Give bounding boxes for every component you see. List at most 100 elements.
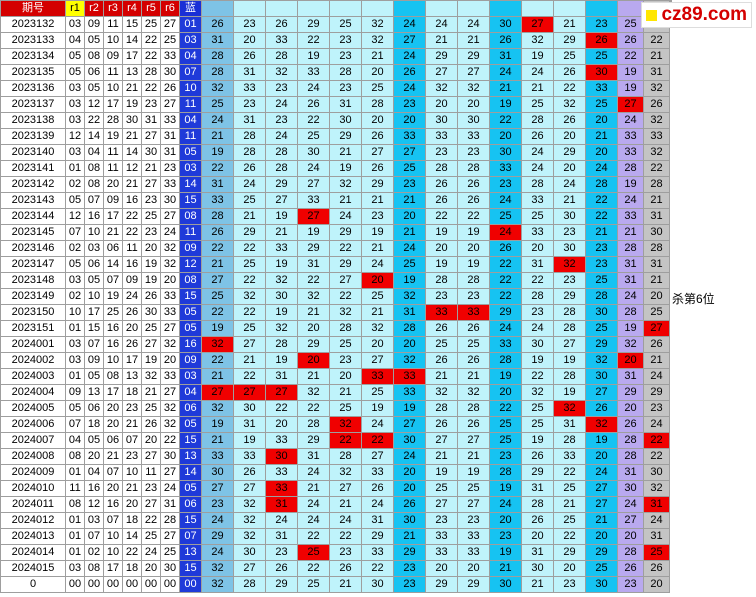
- red-ball-cell: 20: [160, 352, 180, 369]
- value-cell: 21: [393, 192, 426, 209]
- red-ball-cell: 20: [122, 496, 142, 513]
- value-cell: 19: [617, 80, 644, 97]
- value-cell: 19: [585, 432, 618, 449]
- value-cell: 33: [265, 32, 298, 49]
- red-ball-cell: 03: [65, 560, 85, 577]
- value-cell: 31: [617, 272, 644, 289]
- red-ball-cell: 00: [103, 576, 123, 593]
- red-ball-cell: 07: [84, 528, 104, 545]
- value-cell: 31: [521, 256, 554, 273]
- highlighted-value-cell: 33: [457, 304, 490, 321]
- red-ball-cell: 08: [103, 368, 123, 385]
- value-cell: 29: [297, 240, 330, 257]
- value-cell: 32: [393, 352, 426, 369]
- value-cell: 33: [617, 128, 644, 145]
- period-cell: 2023138: [0, 112, 66, 129]
- value-cell: 20: [521, 528, 554, 545]
- table-row: 2023134 05 08 09 17 22 33 04 28 26 28 19 23 21 24 29 29 3…: [0, 48, 672, 65]
- value-cell: 33: [425, 528, 458, 545]
- value-cell: 27: [585, 384, 618, 401]
- value-cell: 21: [457, 368, 490, 385]
- highlighted-value-cell: 27: [521, 16, 554, 33]
- value-cell: 24: [617, 192, 644, 209]
- red-ball-cell: 24: [160, 480, 180, 497]
- value-cell: 31: [201, 32, 234, 49]
- red-ball-cell: 25: [160, 32, 180, 49]
- value-cell: 29: [425, 48, 458, 65]
- value-cell: 30: [329, 112, 362, 129]
- value-cell: 28: [233, 128, 266, 145]
- blue-ball-cell: 04: [179, 48, 202, 65]
- value-cell: 29: [553, 288, 586, 305]
- value-cell: 20: [585, 528, 618, 545]
- table-row: 2023141 01 08 11 12 21 23 03 22 26 28 24 19 26 25 28 28 3…: [0, 160, 672, 177]
- highlighted-value-cell: 32: [553, 256, 586, 273]
- period-cell: 2024007: [0, 432, 66, 449]
- red-ball-cell: 27: [160, 96, 180, 113]
- red-ball-cell: 06: [103, 240, 123, 257]
- value-cell: 30: [489, 576, 522, 593]
- table-row: 2024006 07 18 20 21 26 32 05 19 31 20 28 32 24 27 26 26 2…: [0, 416, 672, 433]
- value-cell: 32: [361, 320, 394, 337]
- value-cell: 28: [233, 576, 266, 593]
- value-cell: 19: [265, 208, 298, 225]
- value-cell: 28: [617, 432, 644, 449]
- value-cell: 29: [297, 336, 330, 353]
- value-cell: 20: [585, 144, 618, 161]
- red-ball-cell: 24: [160, 224, 180, 241]
- red-ball-cell: 26: [160, 80, 180, 97]
- value-cell: 21: [521, 80, 554, 97]
- red-ball-cell: 05: [65, 400, 85, 417]
- value-cell: 21: [233, 352, 266, 369]
- red-ball-cell: 10: [103, 528, 123, 545]
- value-cell: 22: [201, 160, 234, 177]
- value-cell: 26: [425, 320, 458, 337]
- value-cell: 20: [233, 32, 266, 49]
- value-cell: 19: [489, 96, 522, 113]
- red-ball-cell: 22: [141, 512, 161, 529]
- red-ball-cell: 19: [103, 128, 123, 145]
- value-cell: 21: [393, 224, 426, 241]
- value-cell: 26: [617, 32, 644, 49]
- table-row: 2024010 11 16 20 21 23 24 05 27 27 33 21 27 26 20 25 25 1…: [0, 480, 672, 497]
- value-cell: 24: [425, 16, 458, 33]
- red-ball-cell: 19: [103, 288, 123, 305]
- value-cell: 24: [643, 368, 670, 385]
- red-ball-cell: 27: [160, 528, 180, 545]
- value-cell: 26: [489, 240, 522, 257]
- value-cell: 30: [585, 368, 618, 385]
- red-ball-cell: 33: [160, 368, 180, 385]
- value-cell: 23: [553, 576, 586, 593]
- value-cell: 25: [393, 256, 426, 273]
- table-row: 2024014 01 02 10 22 24 25 13 24 30 23 25 23 33 29 33 33 1…: [0, 544, 672, 561]
- value-cell: 19: [233, 432, 266, 449]
- value-cell: 26: [643, 336, 670, 353]
- red-ball-cell: 22: [141, 80, 161, 97]
- period-cell: 2023144: [0, 208, 66, 225]
- red-ball-cell: 24: [122, 288, 142, 305]
- value-cell: 20: [361, 64, 394, 81]
- value-cell: 25: [233, 320, 266, 337]
- red-ball-cell: 01: [65, 464, 85, 481]
- value-cell: 20: [457, 560, 490, 577]
- value-cell: 29: [489, 304, 522, 321]
- value-cell: 26: [425, 176, 458, 193]
- value-cell: 28: [233, 144, 266, 161]
- header-row: 期号 r1 r2 r3 r4 r5 r6 蓝: [0, 0, 672, 17]
- value-cell: 31: [265, 368, 298, 385]
- value-cell: 27: [617, 512, 644, 529]
- value-cell: 33: [297, 192, 330, 209]
- value-cell: 21: [297, 480, 330, 497]
- highlighted-value-cell: 31: [265, 496, 298, 513]
- red-ball-cell: 03: [65, 112, 85, 129]
- value-cell: 32: [425, 80, 458, 97]
- red-ball-cell: 15: [122, 16, 142, 33]
- value-cell: 26: [585, 400, 618, 417]
- value-cell: 22: [489, 400, 522, 417]
- value-cell: 26: [553, 112, 586, 129]
- red-ball-cell: 05: [84, 272, 104, 289]
- value-cell: 28: [457, 400, 490, 417]
- value-cell: 22: [233, 272, 266, 289]
- red-ball-cell: 22: [122, 544, 142, 561]
- value-cell: 22: [521, 368, 554, 385]
